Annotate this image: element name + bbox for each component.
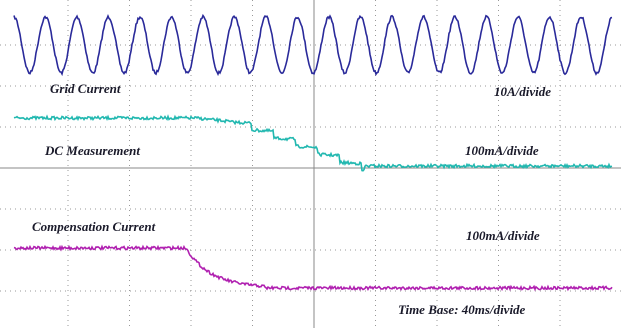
grid-current-scale: 10A/divide [494,84,551,99]
compensation-current-label: Compensation Current [32,219,156,234]
grid-current-label: Grid Current [50,81,121,96]
dc-measurement-label: DC Measurement [44,143,140,158]
screen-background [0,0,621,328]
time-base-label: Time Base: 40ms/divide [398,302,526,317]
compensation-current-scale: 100mA/divide [466,228,540,243]
dc-measurement-scale: 100mA/divide [465,143,539,158]
oscilloscope-screen: Grid Current 10A/divide DC Measurement 1… [0,0,621,328]
